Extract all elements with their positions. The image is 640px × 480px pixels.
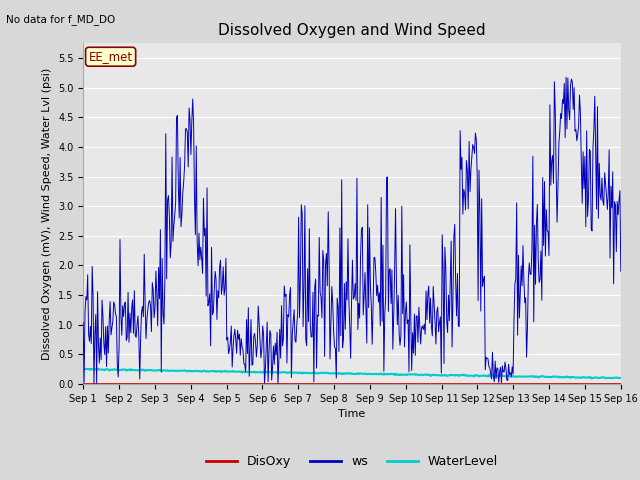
Text: EE_met: EE_met xyxy=(88,50,132,63)
Title: Dissolved Oxygen and Wind Speed: Dissolved Oxygen and Wind Speed xyxy=(218,23,486,38)
Text: No data for f_MD_DO: No data for f_MD_DO xyxy=(6,14,116,25)
Legend: DisOxy, ws, WaterLevel: DisOxy, ws, WaterLevel xyxy=(201,450,503,473)
Y-axis label: Dissolved Oxygen (mV), Wind Speed, Water Lvl (psi): Dissolved Oxygen (mV), Wind Speed, Water… xyxy=(42,68,52,360)
X-axis label: Time: Time xyxy=(339,409,365,419)
